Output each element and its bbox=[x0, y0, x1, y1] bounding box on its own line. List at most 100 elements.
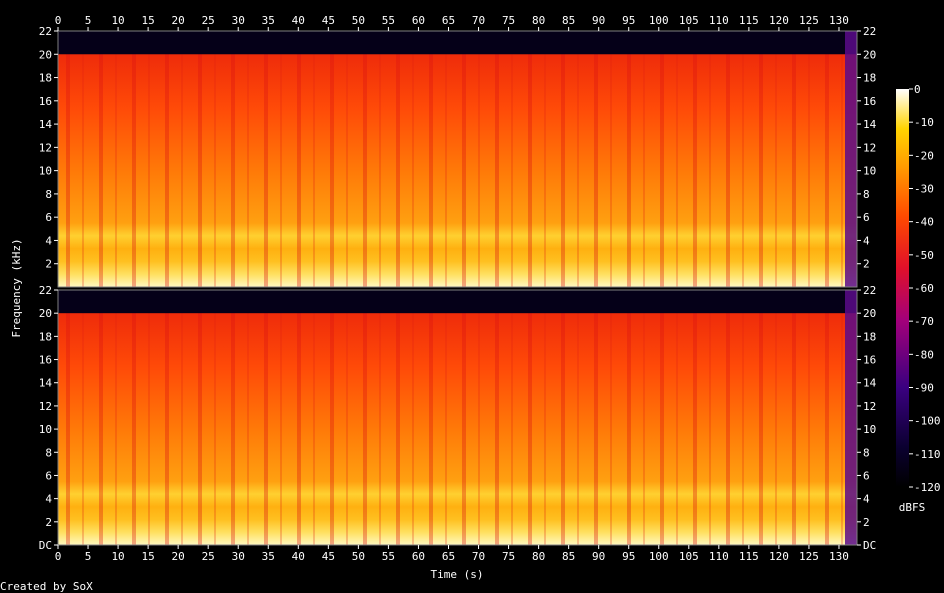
y-tick-label-right: 2 bbox=[863, 258, 870, 271]
x-tick-label-top: 10 bbox=[111, 14, 124, 27]
x-tick-label-top: 130 bbox=[829, 14, 849, 27]
y-tick-label-right: 14 bbox=[863, 118, 877, 131]
colorbar-tick-label: -40 bbox=[914, 216, 934, 229]
x-tick-label: 55 bbox=[382, 550, 395, 563]
x-tick-label: 35 bbox=[262, 550, 275, 563]
colorbar-tick-label: -70 bbox=[914, 315, 934, 328]
y-tick-label: 16 bbox=[39, 95, 52, 108]
x-tick-label-top: 100 bbox=[649, 14, 669, 27]
y-tick-label-right: 20 bbox=[863, 48, 876, 61]
y-tick-label: 2 bbox=[45, 516, 52, 529]
x-tick-label: 60 bbox=[412, 550, 425, 563]
y-tick-label: 20 bbox=[39, 307, 52, 320]
x-tick-label-top: 40 bbox=[292, 14, 305, 27]
x-tick-label: 15 bbox=[141, 550, 154, 563]
x-tick-label-top: 45 bbox=[322, 14, 335, 27]
y-tick-label: 18 bbox=[39, 72, 52, 85]
y-tick-label: 20 bbox=[39, 48, 52, 61]
footer-credit: Created by SoX bbox=[0, 580, 93, 593]
y-tick-label: 4 bbox=[45, 493, 52, 506]
x-tick-label-top: 105 bbox=[679, 14, 699, 27]
y-tick-label: 8 bbox=[45, 188, 52, 201]
x-tick-label: 65 bbox=[442, 550, 455, 563]
x-tick-label-top: 90 bbox=[592, 14, 605, 27]
y-tick-label-right: DC bbox=[863, 539, 876, 552]
y-tick-label: 6 bbox=[45, 211, 52, 224]
y-tick-label: 10 bbox=[39, 423, 52, 436]
x-tick-label-top: 75 bbox=[502, 14, 515, 27]
cutoff-band bbox=[58, 290, 857, 314]
x-tick-label: 85 bbox=[562, 550, 575, 563]
y-tick-label-right: 6 bbox=[863, 469, 870, 482]
x-tick-label: 30 bbox=[232, 550, 245, 563]
y-tick-label-right: 22 bbox=[863, 284, 876, 297]
colorbar-tick-label: 0 bbox=[914, 83, 921, 96]
x-axis-label: Time (s) bbox=[431, 568, 484, 581]
colorbar-tick-label: -110 bbox=[914, 448, 941, 461]
y-tick-label-right: 12 bbox=[863, 400, 876, 413]
cutoff-band bbox=[58, 31, 857, 55]
x-tick-label: 25 bbox=[202, 550, 215, 563]
colorbar-tick-label: -50 bbox=[914, 249, 934, 262]
x-tick-label-top: 30 bbox=[232, 14, 245, 27]
y-tick-label-right: 4 bbox=[863, 234, 870, 247]
x-tick-label: 40 bbox=[292, 550, 305, 563]
y-axis-label: Frequency (kHz) bbox=[10, 238, 23, 337]
x-tick-label-top: 80 bbox=[532, 14, 545, 27]
colorbar-label: dBFS bbox=[899, 501, 926, 514]
x-tick-label-top: 95 bbox=[622, 14, 635, 27]
x-tick-label-top: 110 bbox=[709, 14, 729, 27]
x-tick-label-top: 25 bbox=[202, 14, 215, 27]
colorbar bbox=[896, 89, 909, 487]
y-tick-label: 8 bbox=[45, 446, 52, 459]
x-tick-label-top: 0 bbox=[55, 14, 62, 27]
y-tick-label-right: 10 bbox=[863, 165, 876, 178]
x-tick-label: 110 bbox=[709, 550, 729, 563]
y-tick-label: 4 bbox=[45, 234, 52, 247]
x-tick-label: 45 bbox=[322, 550, 335, 563]
y-tick-label-right: 8 bbox=[863, 446, 870, 459]
y-tick-label-right: 10 bbox=[863, 423, 876, 436]
x-tick-label-top: 55 bbox=[382, 14, 395, 27]
x-tick-label-top: 50 bbox=[352, 14, 365, 27]
y-tick-label-right: 20 bbox=[863, 307, 876, 320]
x-tick-label-top: 65 bbox=[442, 14, 455, 27]
fade-out-region bbox=[845, 290, 857, 545]
x-tick-label: 95 bbox=[622, 550, 635, 563]
y-tick-label: 10 bbox=[39, 165, 52, 178]
x-tick-label: 105 bbox=[679, 550, 699, 563]
y-tick-label: 16 bbox=[39, 354, 52, 367]
x-tick-label-top: 70 bbox=[472, 14, 485, 27]
y-tick-label: 22 bbox=[39, 25, 52, 38]
x-tick-label: 75 bbox=[502, 550, 515, 563]
x-tick-label-top: 85 bbox=[562, 14, 575, 27]
colorbar-tick-label: -30 bbox=[914, 183, 934, 196]
colorbar-tick-label: -20 bbox=[914, 149, 934, 162]
x-tick-label: 100 bbox=[649, 550, 669, 563]
colorbar-ticks: 0 -10 -20 -30 -40 -50 -60 -70 -80 -90 -100 -110 -120 bbox=[909, 83, 941, 494]
y-tick-label-right: 18 bbox=[863, 330, 876, 343]
panel-frame bbox=[57, 289, 858, 546]
y-tick-label-right: 8 bbox=[863, 188, 870, 201]
x-tick-label-top: 15 bbox=[141, 14, 154, 27]
panel-frame bbox=[57, 30, 858, 288]
x-tick-label: 90 bbox=[592, 550, 605, 563]
x-tick-label-top: 120 bbox=[769, 14, 789, 27]
y-tick-label-right: 18 bbox=[863, 72, 876, 85]
colorbar-tick-label: -100 bbox=[914, 415, 941, 428]
colorbar-tick-label: -90 bbox=[914, 382, 934, 395]
y-tick-label: 12 bbox=[39, 141, 52, 154]
y-tick-label: DC bbox=[39, 539, 52, 552]
x-tick-label-top: 115 bbox=[739, 14, 759, 27]
x-tick-label: 70 bbox=[472, 550, 485, 563]
y-tick-label-right: 22 bbox=[863, 25, 876, 38]
colorbar-tick-label: -80 bbox=[914, 348, 934, 361]
x-tick-label: 20 bbox=[172, 550, 185, 563]
spectrogram-texture bbox=[58, 290, 857, 545]
y-tick-label: 12 bbox=[39, 400, 52, 413]
x-tick-label-top: 125 bbox=[799, 14, 819, 27]
spectrogram-texture bbox=[58, 31, 857, 287]
y-tick-label-right: 16 bbox=[863, 354, 876, 367]
